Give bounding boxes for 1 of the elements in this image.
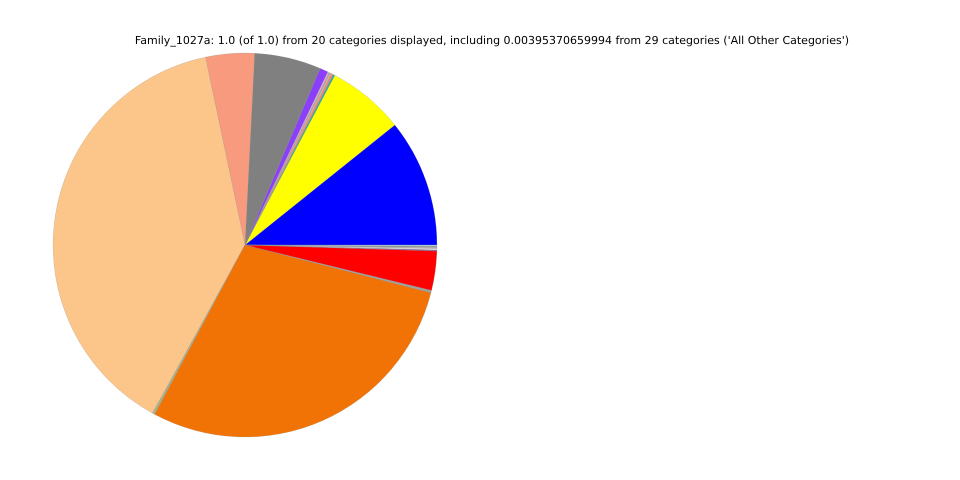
text: Family_1027a: 1.0 (of 1.0) from 20 categories displayed, including 0.00395370659994 from 29 categories ('All Other Categories') [134,34,850,47]
